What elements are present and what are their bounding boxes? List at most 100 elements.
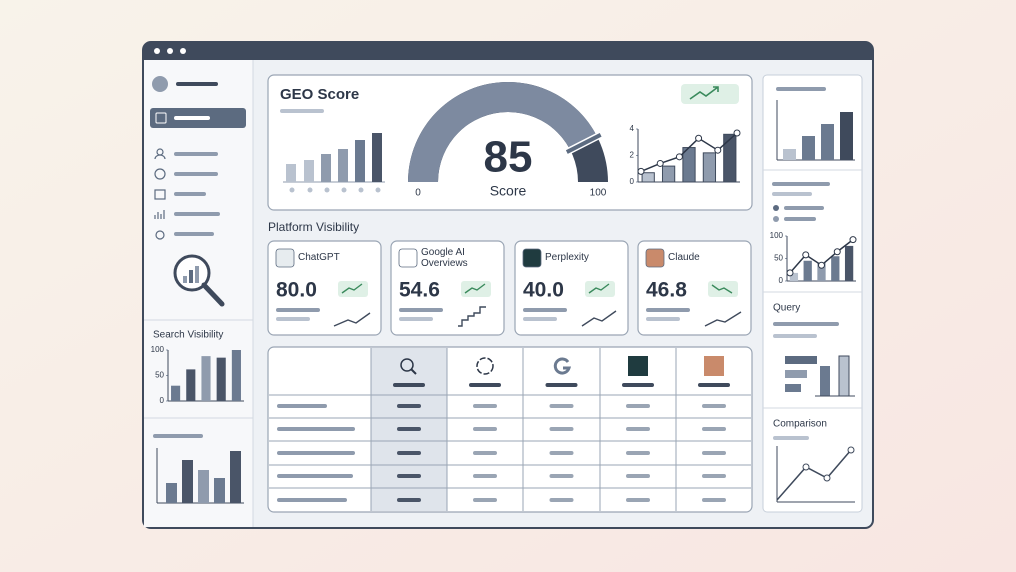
platform-icon xyxy=(645,248,665,268)
avatar[interactable] xyxy=(152,76,168,92)
cell-placeholder xyxy=(397,404,421,408)
nav-placeholder[interactable] xyxy=(174,212,220,216)
dot xyxy=(341,187,347,193)
bar xyxy=(338,149,348,182)
row-label-placeholder xyxy=(277,427,355,431)
y-tick-label: 2 xyxy=(630,151,635,160)
bar xyxy=(186,369,196,401)
bar xyxy=(198,470,209,503)
bar xyxy=(355,140,365,182)
panel-chart: 0 50 100 xyxy=(770,231,857,285)
platform-score: 80.0 xyxy=(276,279,317,302)
bar xyxy=(817,263,826,281)
nav-icon[interactable] xyxy=(154,189,166,200)
query-rows xyxy=(785,355,855,397)
y-tick-label: 100 xyxy=(770,231,784,240)
point xyxy=(802,463,810,471)
legend-dot xyxy=(773,205,779,211)
bar xyxy=(182,460,193,503)
point xyxy=(802,251,810,259)
platform-cards: ChatGPT 80.0 Google AI Overviews 54.6 Perple… xyxy=(267,240,752,336)
nav-placeholder[interactable] xyxy=(174,192,206,196)
trend-chart: 0 2 4 xyxy=(630,124,741,186)
dot xyxy=(324,187,330,193)
nav-icon[interactable] xyxy=(154,154,166,160)
cell-placeholder xyxy=(397,427,421,431)
row-label-placeholder xyxy=(277,404,327,408)
cell-placeholder xyxy=(549,474,574,478)
bar xyxy=(171,385,181,401)
nav-placeholder[interactable] xyxy=(174,172,218,176)
icon-bar xyxy=(189,270,193,283)
bar xyxy=(286,164,296,182)
search-icon xyxy=(410,368,417,375)
bar xyxy=(372,133,382,182)
nav-icon xyxy=(155,112,167,124)
header-placeholder xyxy=(698,383,730,387)
cell-placeholder xyxy=(549,427,574,431)
bar xyxy=(785,370,807,378)
nav-icon[interactable] xyxy=(154,210,165,219)
sparkline xyxy=(704,311,742,327)
point xyxy=(637,167,645,175)
bar xyxy=(230,451,241,503)
bar xyxy=(821,124,834,160)
placeholder xyxy=(646,317,680,321)
point xyxy=(733,129,741,137)
cell-placeholder xyxy=(473,451,497,455)
platform-icon xyxy=(275,248,295,268)
y-tick-label: 50 xyxy=(774,254,783,263)
section-title: Query xyxy=(773,303,800,314)
row-label-placeholder xyxy=(277,451,355,455)
dot xyxy=(358,187,364,193)
cell-placeholder xyxy=(626,474,650,478)
nav-placeholder[interactable] xyxy=(174,152,218,156)
cell-placeholder xyxy=(397,451,421,455)
cell-placeholder xyxy=(549,404,574,408)
gauge-label: Score xyxy=(490,183,527,199)
dot xyxy=(375,187,381,193)
cell-placeholder xyxy=(702,451,726,455)
platform-score: 46.8 xyxy=(646,279,687,302)
y-tick-label: 0 xyxy=(779,276,784,285)
window-dot[interactable] xyxy=(167,48,173,54)
point xyxy=(847,446,855,454)
nav-placeholder xyxy=(174,116,210,120)
bar xyxy=(214,478,225,503)
decorative-bars xyxy=(283,133,385,193)
cell-placeholder xyxy=(397,498,421,502)
window-dot[interactable] xyxy=(154,48,160,54)
nav-placeholder[interactable] xyxy=(174,232,214,236)
bar xyxy=(802,136,815,160)
platform-icon xyxy=(522,248,542,268)
legend-dot xyxy=(773,216,779,222)
platform-icon xyxy=(398,248,418,268)
gauge-marker xyxy=(565,133,602,154)
bar xyxy=(641,172,655,183)
bar xyxy=(661,165,676,183)
bar xyxy=(321,154,331,182)
platform-name-box: ChatGPT xyxy=(298,252,340,263)
openai-icon xyxy=(476,357,494,375)
trend-icon xyxy=(464,283,486,294)
y-tick-label: 100 xyxy=(151,345,165,354)
platform-name: Perplexity xyxy=(545,252,589,263)
section-title: Comparison xyxy=(773,419,827,430)
gauge-value xyxy=(408,81,598,182)
sparkline xyxy=(581,310,617,327)
nav-icon[interactable] xyxy=(155,230,165,240)
title-bar xyxy=(143,42,873,60)
placeholder xyxy=(773,334,817,338)
cell-placeholder xyxy=(549,451,574,455)
platform-name-box: Claude xyxy=(668,252,700,263)
bar xyxy=(216,357,226,401)
point xyxy=(833,248,841,256)
trend-badge[interactable] xyxy=(681,84,739,104)
cell-placeholder xyxy=(626,427,650,431)
window-dot[interactable] xyxy=(180,48,186,54)
sparkline xyxy=(333,312,371,327)
card-title: GEO Score xyxy=(280,86,359,103)
nav-icon[interactable] xyxy=(154,168,166,180)
